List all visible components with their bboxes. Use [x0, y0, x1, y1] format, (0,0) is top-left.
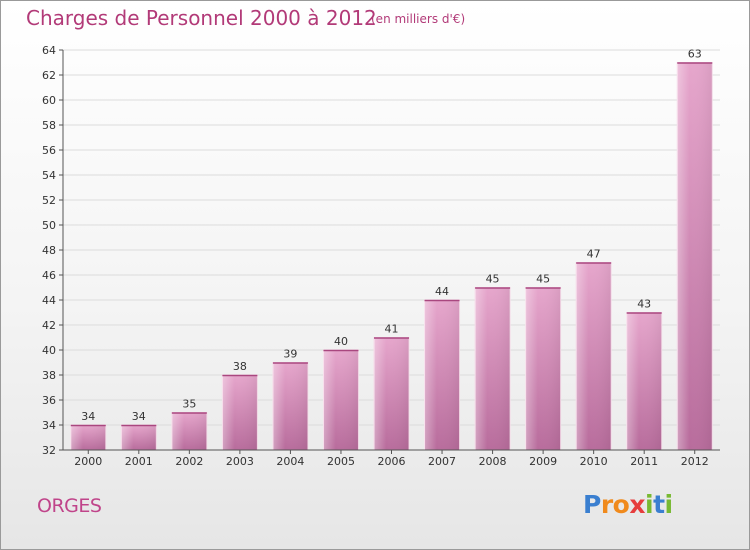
chart-subtitle: (en milliers d'€) — [371, 12, 466, 26]
bars: 34 34 35 38 39 40 41 44 45 45 47 43 63 — [70, 48, 713, 451]
bar-value-label: 34 — [81, 410, 95, 423]
bar-value-label: 45 — [536, 273, 550, 286]
logo-letter: t — [653, 490, 665, 519]
bar-shine — [70, 425, 106, 450]
logo-letter: i — [645, 490, 654, 519]
bar-value-label: 45 — [486, 273, 500, 286]
bar-shine — [424, 300, 460, 450]
bar-shine — [222, 375, 258, 450]
bar-shine — [323, 350, 359, 450]
y-tick-label: 38 — [42, 369, 56, 382]
logo-letter: o — [612, 490, 630, 519]
bar-shine — [272, 362, 308, 450]
chart-title: Charges de Personnel 2000 à 2012 — [26, 6, 377, 30]
y-tick-label: 46 — [42, 269, 56, 282]
bar-value-label: 40 — [334, 335, 348, 348]
logo-letter: r — [600, 490, 613, 519]
y-tick-label: 48 — [42, 244, 56, 257]
logo-letter: i — [664, 490, 674, 519]
proxiti-logo[interactable]: Proxiti — [583, 490, 673, 519]
y-tick-label: 64 — [42, 44, 56, 57]
bar-shine — [374, 337, 409, 450]
bar-value-label: 47 — [587, 248, 601, 261]
x-tick-label: 2002 — [175, 455, 203, 468]
bar-shine — [576, 262, 612, 450]
y-tick-label: 62 — [42, 69, 56, 82]
x-axis: 2000 2001 2002 2003 2004 2005 2006 2007 2008 2009… — [63, 449, 720, 468]
bar-value-label: 44 — [435, 285, 449, 298]
y-tick-label: 34 — [42, 419, 56, 432]
bar-value-label: 35 — [182, 398, 196, 411]
y-tick-label: 36 — [42, 394, 56, 407]
y-tick-label: 40 — [42, 344, 56, 357]
bar-value-label: 38 — [233, 360, 247, 373]
y-tick-label: 44 — [42, 294, 56, 307]
x-tick-label: 2011 — [630, 455, 658, 468]
bar-value-label: 39 — [283, 348, 297, 361]
bar-value-label: 41 — [385, 323, 399, 336]
y-tick-label: 60 — [42, 94, 56, 107]
x-tick-label: 2005 — [327, 455, 355, 468]
y-tick-label: 50 — [42, 219, 56, 232]
bar-value-label: 43 — [637, 298, 651, 311]
y-tick-label: 58 — [42, 119, 56, 132]
logo-letter: x — [629, 490, 645, 519]
bar-shine — [121, 425, 157, 450]
x-tick-label: 2004 — [276, 455, 304, 468]
x-tick-label: 2001 — [125, 455, 153, 468]
y-tick-label: 52 — [42, 194, 56, 207]
bar-value-label: 63 — [688, 48, 702, 61]
bar-shine — [171, 412, 207, 450]
y-tick-label: 32 — [42, 444, 56, 457]
bar-shine — [677, 62, 713, 450]
logo-letter: P — [583, 490, 601, 519]
x-tick-label: 2006 — [378, 455, 406, 468]
bar-shine — [525, 287, 561, 450]
x-tick-label: 2003 — [226, 455, 254, 468]
x-tick-label: 2000 — [74, 455, 102, 468]
x-tick-label: 2012 — [681, 455, 709, 468]
bar-value-label: 34 — [132, 410, 146, 423]
y-tick-label: 56 — [42, 144, 56, 157]
bar-shine — [626, 312, 662, 450]
x-tick-label: 2010 — [580, 455, 608, 468]
x-tick-label: 2007 — [428, 455, 456, 468]
location-name: ORGES — [37, 495, 102, 517]
y-tick-label: 42 — [42, 319, 56, 332]
x-tick-label: 2008 — [479, 455, 507, 468]
x-tick-label: 2009 — [529, 455, 557, 468]
y-tick-label: 54 — [42, 169, 56, 182]
y-axis: 32 34 36 38 40 42 44 46 48 50 52 54 56 58 60 62 64 — [42, 44, 64, 457]
bar-shine — [475, 287, 511, 450]
